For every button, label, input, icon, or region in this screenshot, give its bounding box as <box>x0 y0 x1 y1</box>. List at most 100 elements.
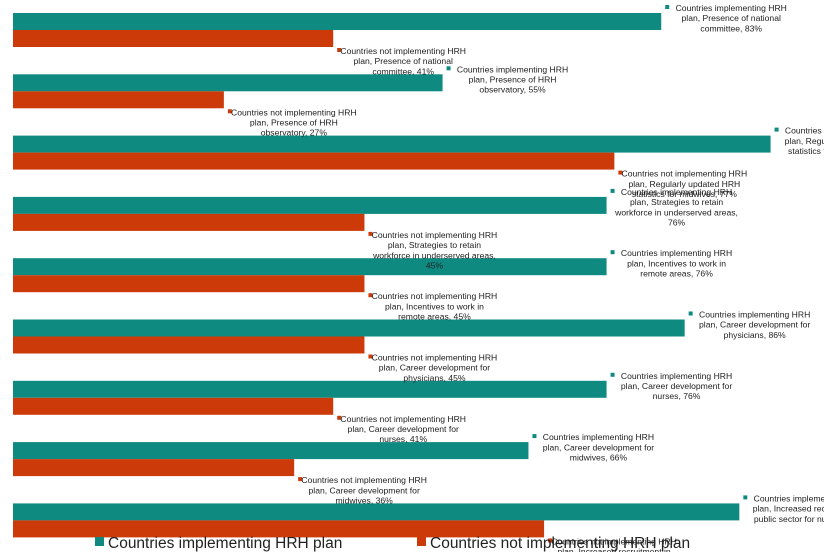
data-label-line: 76% <box>668 218 686 228</box>
data-label-line: committee, 83% <box>700 23 762 33</box>
data-label-line: midwives, 66% <box>570 453 628 463</box>
data-label-line: plan, Career development for <box>348 424 459 434</box>
bars-layer <box>13 13 771 538</box>
data-label-marker <box>743 495 748 500</box>
data-label-line: plan, Career development for <box>379 363 490 373</box>
data-label-line: Countries not implementing HRH <box>372 353 498 363</box>
data-label-line: Countries implementing HRH <box>621 187 732 197</box>
data-label-marker <box>618 170 623 175</box>
data-label-line: Countries not implementing HRH <box>231 107 357 117</box>
data-label-line: Countries implementing HRH <box>457 64 568 74</box>
bar-implementing <box>13 442 529 460</box>
data-label-line: plan, Regularly updated HRH <box>785 136 824 146</box>
bar-not-implementing <box>13 397 334 415</box>
data-label-marker <box>368 354 373 359</box>
data-label-line: plan, Presence of national <box>354 56 453 66</box>
data-label-marker <box>610 188 615 193</box>
data-label-marker <box>227 109 232 114</box>
data-label-marker <box>368 231 373 236</box>
data-label-line: Countries not implementing HRH <box>372 230 498 240</box>
data-label-line: public sector for nurses, 93% <box>754 514 824 524</box>
data-label-line: plan, Presence of national <box>682 13 781 23</box>
data-label-marker <box>610 250 615 255</box>
data-label-line: remote areas, 45% <box>398 312 471 322</box>
bar-implementing <box>13 380 607 398</box>
data-label-marker <box>610 372 615 377</box>
data-label-line: plan, Career development for <box>309 485 420 495</box>
bar-not-implementing <box>13 91 224 109</box>
bar-implementing <box>13 258 607 276</box>
bar-not-implementing <box>13 459 295 477</box>
data-label-line: plan, Presence of HRH <box>469 75 557 85</box>
bar-not-implementing <box>13 336 365 354</box>
data-label-line: midwives, 36% <box>336 496 394 506</box>
data-label-line: nurses, 41% <box>379 434 427 444</box>
data-label-line: Countries implementing HRH <box>754 493 824 503</box>
data-label-line: observatory, 27% <box>261 128 328 138</box>
data-label-line: plan, Career development for <box>621 381 732 391</box>
legend-swatch-not-implementing <box>417 537 426 546</box>
data-label-marker <box>368 293 373 298</box>
data-label-line: Countries not implementing HRH <box>340 414 466 424</box>
data-label-line: observatory, 55% <box>479 85 546 95</box>
legend-label-implementing: Countries implementing HRH plan <box>108 535 342 552</box>
data-label-line: Countries not implementing HRH <box>622 169 748 179</box>
data-label-line: Countries implementing HRH <box>543 432 654 442</box>
data-label-line: plan, Strategies to retain <box>630 197 723 207</box>
data-label-line: plan, Increased recruitment in <box>753 504 824 514</box>
bar-not-implementing <box>13 275 365 293</box>
bar-implementing <box>13 196 607 214</box>
data-label-line: plan, Incentives to work in <box>385 301 484 311</box>
bar-implementing <box>13 135 771 153</box>
data-label-line: statistics for midwives, 77% <box>632 189 737 199</box>
bar-not-implementing <box>13 213 365 231</box>
data-label-line: Countries implementing HRH <box>676 3 787 13</box>
legend-swatch-implementing <box>95 537 104 546</box>
data-label-marker <box>665 5 670 9</box>
legend: Countries implementing HRH plan Countrie… <box>95 535 690 552</box>
data-label-line: plan, Increased recruitment in <box>557 547 670 552</box>
bar-not-implementing <box>13 520 545 538</box>
data-label-line: 45% <box>426 261 444 271</box>
bar-implementing <box>13 74 443 92</box>
data-label-marker <box>532 434 537 439</box>
data-label-line: plan, Career development for <box>543 442 654 452</box>
data-label-marker <box>774 127 779 132</box>
data-label-line: plan, Presence of HRH <box>250 118 338 128</box>
data-label-marker <box>688 311 693 316</box>
data-label-line: physicians, 45% <box>403 373 465 383</box>
data-label-line: remote areas, 76% <box>640 269 713 279</box>
legend-label-not-implementing: Countries not implementing HRH plan <box>430 535 690 552</box>
data-label-marker <box>446 66 451 71</box>
data-label-marker <box>337 48 342 52</box>
data-label-line: Countries implementing HRH <box>785 126 824 136</box>
bar-implementing <box>13 319 685 337</box>
data-label-line: plan, Strategies to retain <box>388 240 481 250</box>
data-label-line: Countries not implementing HRH <box>301 475 427 485</box>
data-label-marker <box>337 415 342 420</box>
data-label-line: Countries implementing HRH <box>699 310 810 320</box>
data-label-marker <box>298 477 303 482</box>
data-label-line: plan, Incentives to work in <box>627 258 726 268</box>
bar-not-implementing <box>13 30 334 47</box>
data-label-line: Countries not implementing HRH <box>551 536 677 546</box>
